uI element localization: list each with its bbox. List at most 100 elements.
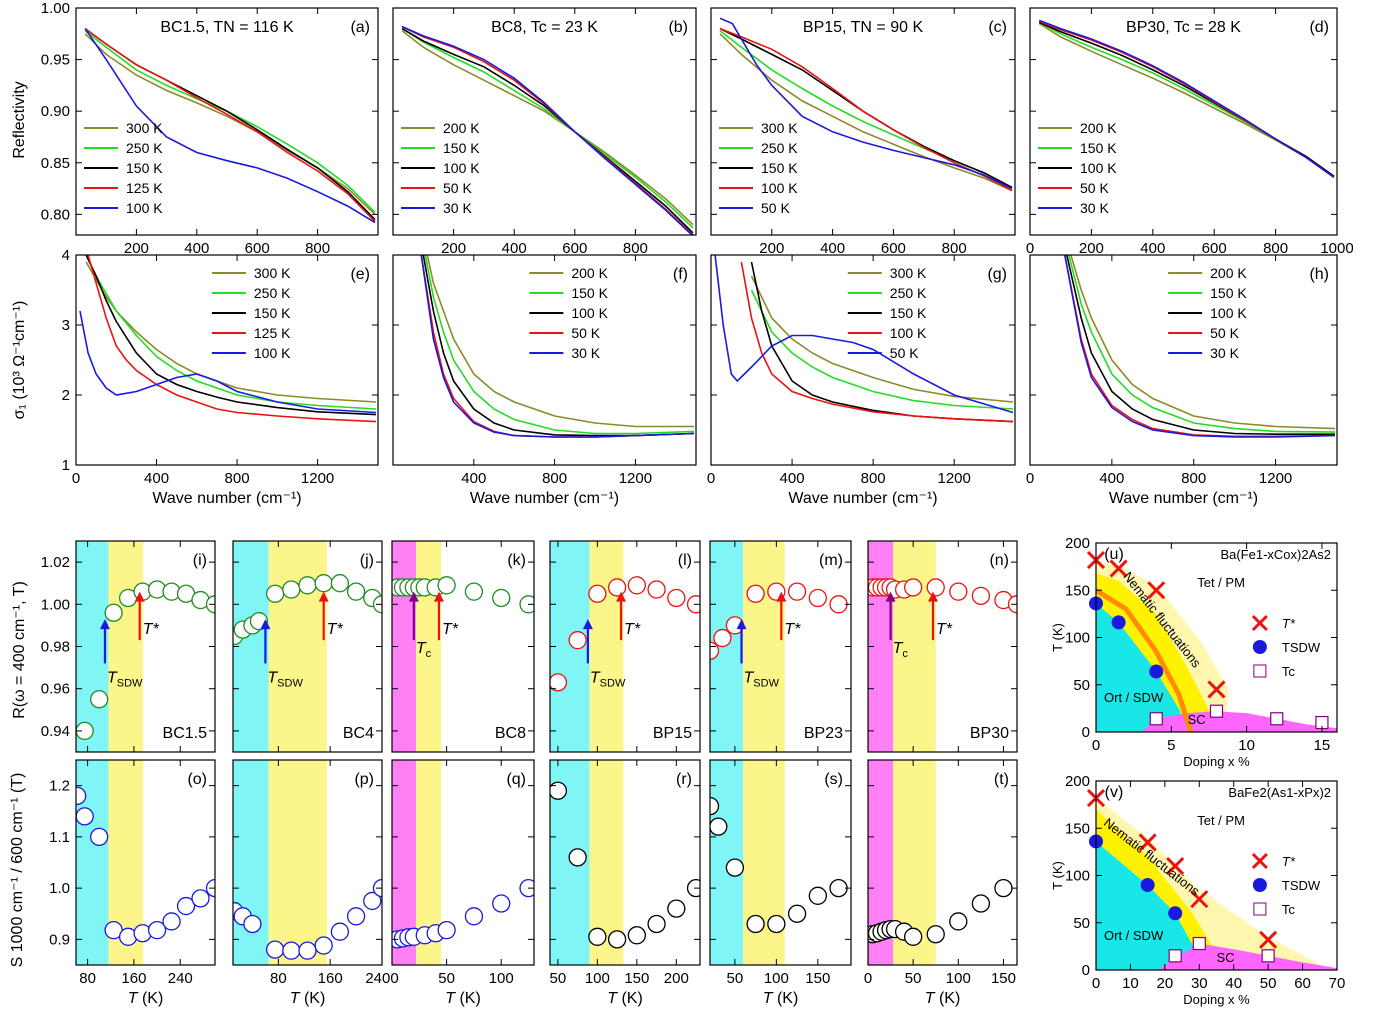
data-point [971, 894, 991, 913]
data-point [282, 941, 301, 960]
region-label-sc: SC [1188, 712, 1206, 727]
axes-frame [391, 759, 535, 966]
legend-label: 150 K [254, 305, 291, 321]
phase-band [268, 760, 327, 965]
data-point [330, 574, 350, 593]
arrow-head [433, 591, 444, 602]
tsdw-marker [1140, 877, 1155, 892]
tstar-label: T* [327, 621, 344, 638]
x-tick-label: 1200 [938, 470, 971, 487]
x-tick-label: 400 [780, 470, 805, 487]
plot-area-u [1096, 560, 1337, 732]
panel-letter: (n) [989, 552, 1009, 569]
data-point [725, 858, 745, 877]
panel-v: 0 10 20 30 40 50 60 70 (v) BaFe2(As1-xPx)2 Tet / P… [1050, 773, 1345, 1007]
x-tick-label: 600 [881, 240, 906, 257]
x-tick-label: 800 [861, 470, 886, 487]
data-point [314, 936, 333, 955]
panel-letter: (h) [1309, 266, 1329, 283]
panel-u: 0 5 10 15 (u) Ba(Fe1-xCox)2As2 Tet / PM Ort / S… [1050, 535, 1338, 769]
legend-label: 30 K [1080, 200, 1109, 216]
x-tick-label: 400 [820, 240, 845, 257]
sample-label: BC1.5 [163, 725, 208, 742]
panel-title: BP15, TN = 90 K [803, 19, 924, 36]
panel-letter: (t) [994, 771, 1009, 788]
panel-q: 50 100 (q) T (K) [391, 759, 535, 1007]
panel-n: (n) BP30 T* Tc [867, 540, 1018, 753]
data-point [713, 628, 732, 648]
panel-t: 0 50 100 150 (t) T (K) [864, 759, 1018, 1007]
plot-area-m [710, 541, 848, 752]
legend-label: 125 K [126, 180, 163, 196]
y-tick-label: 3 [62, 317, 70, 334]
plot-area-r [550, 760, 700, 965]
legend-label: 50 K [443, 180, 472, 196]
plot-area-e [79, 255, 377, 423]
data-point [667, 899, 686, 918]
data-point [243, 914, 262, 934]
plot-area-k [392, 541, 534, 752]
series-line [719, 27, 1013, 192]
x-tick-label: 0 [1026, 240, 1034, 257]
legend-label: TSDW [1282, 640, 1321, 655]
structural-transition-line [1096, 588, 1194, 732]
data-point [464, 907, 484, 926]
tstar-marker [1147, 581, 1166, 600]
tsdw-T: T [267, 669, 278, 686]
x-axis-label: T (K) [607, 990, 643, 1007]
legend-label: 150 K [890, 305, 927, 321]
y-tick-label: 1 [62, 457, 70, 474]
data-point [437, 921, 456, 940]
legend-label: 30 K [571, 345, 600, 361]
panel-letter: (d) [1309, 19, 1329, 36]
series-line [420, 255, 695, 438]
data-point [298, 576, 317, 595]
tstar-label: T* [442, 621, 459, 638]
x-tick-label: 0 [1092, 975, 1100, 992]
panel-letter: (g) [987, 266, 1007, 283]
data-point [808, 588, 827, 608]
tc-marker [1261, 949, 1275, 963]
x-tick-label: 0 [864, 970, 872, 987]
axes-frame [75, 7, 379, 236]
panel-letter: (a) [350, 19, 370, 36]
legend-label: T* [1282, 616, 1296, 631]
data-point [949, 582, 968, 601]
tc-label: Tc [893, 640, 909, 660]
x-tick-label: 400 [461, 470, 486, 487]
xlabel-K: (K) [617, 990, 643, 1007]
series-line [424, 255, 695, 435]
phase-band [416, 541, 442, 752]
sample-label: BC8 [495, 725, 526, 742]
tsdw-label: TSDW [267, 669, 303, 689]
legend-label: 100 K [571, 305, 608, 321]
data-point [607, 578, 627, 597]
series-line [87, 255, 377, 423]
tstar-marker [1190, 890, 1209, 909]
data-point [265, 940, 285, 959]
legend-swatch [1252, 640, 1267, 654]
axes-frame [867, 759, 1018, 966]
series-line [401, 25, 694, 235]
legend-label: 250 K [890, 285, 927, 301]
x-tick-label: 0 [707, 470, 715, 487]
x-tick-label: 160 [121, 970, 146, 987]
tsdw-T: T [744, 669, 755, 686]
x-tick-label: 5 [1167, 737, 1175, 754]
plot-area-n [868, 541, 1017, 752]
data-point [298, 941, 317, 960]
x-tick-label: 15 [1314, 737, 1331, 754]
legend-label: 150 K [443, 140, 480, 156]
tsdw-marker [1168, 906, 1183, 921]
arrow-head [318, 591, 329, 602]
row4-ylabel: S 1000 cm⁻¹ / 600 cm⁻¹ (T) [9, 773, 26, 968]
tc-marker [1209, 704, 1224, 718]
x-tick-label: 800 [1263, 240, 1288, 257]
ort-sdw-region [1096, 841, 1207, 970]
y-tick-label: 200 [1065, 535, 1090, 552]
legend-label: 300 K [761, 120, 798, 136]
data-point [519, 878, 534, 898]
data-point [808, 886, 827, 905]
arrow-head [736, 619, 747, 630]
legend-label: 100 K [254, 345, 291, 361]
